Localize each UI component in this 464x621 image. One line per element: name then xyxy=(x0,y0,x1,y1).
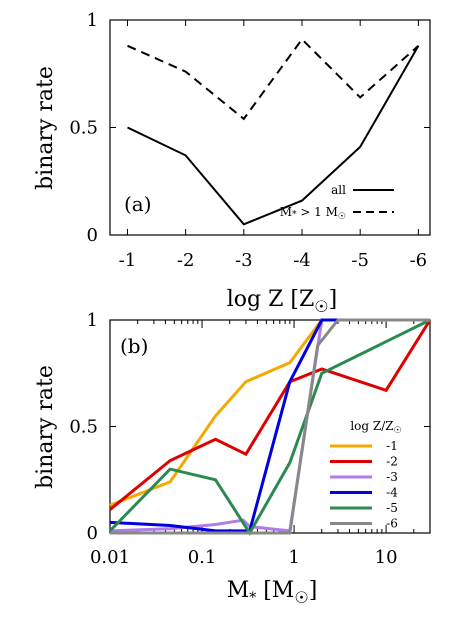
legend-b-title: log Z/Z☉ xyxy=(350,419,401,436)
panel-b-legend: log Z/Z☉ -1 -2-3 -4-5 -6 xyxy=(330,419,402,531)
legend-a-entry-massive-label: M* > 1 M☉ xyxy=(280,205,346,222)
panel-a: -1 -2 -3 -4 -5 -6 0 0.5 1 (a) binary rate log Z … xyxy=(33,10,431,316)
panel-a-frame xyxy=(109,19,431,236)
panel-a-x-tick-label: -5 xyxy=(351,250,369,271)
sun-symbol-icon: ☉ xyxy=(338,212,346,222)
legend-a-entry-all-label: all xyxy=(331,183,346,197)
panel-b-x-tick-label: 10 xyxy=(375,547,398,568)
series-line-logz-2 xyxy=(109,319,432,511)
panel-b-x-axis-label-main: M xyxy=(227,578,250,603)
legend-b-label: -1 xyxy=(386,439,398,453)
panel-a-y-tick-label: 1 xyxy=(87,10,98,31)
panel-b-x-tick-label: 0.1 xyxy=(188,547,217,568)
series-line-massive xyxy=(127,37,420,121)
legend-b-label: -2 xyxy=(386,455,398,469)
panel-a-ticks: -1 -2 -3 -4 -5 -6 0 0.5 1 xyxy=(69,10,430,271)
panel-a-legend: all M* > 1 M☉ xyxy=(280,183,394,222)
panel-b-x-tick-label: 1 xyxy=(288,547,299,568)
sun-symbol-icon: ☉ xyxy=(394,426,402,436)
panel-b-series xyxy=(108,318,432,536)
legend-b-label: -6 xyxy=(386,517,398,531)
panel-a-x-axis-label-main: log Z [Z xyxy=(227,287,315,312)
legend-b-label: -5 xyxy=(386,501,398,515)
series-line-logz-6 xyxy=(110,318,430,535)
panel-b-y-tick-label: 1 xyxy=(87,310,98,331)
panel-a-label: (a) xyxy=(124,192,152,216)
panel-a-x-tick-label: -2 xyxy=(177,250,195,271)
panel-a-x-tick-label: -3 xyxy=(235,250,253,271)
panel-a-y-tick-label: 0 xyxy=(87,225,98,246)
panel-b-x-axis-label-close: ] xyxy=(309,578,318,603)
series-line-all xyxy=(127,45,420,226)
panel-b-y-tick-label: 0 xyxy=(87,523,98,544)
legend-b-label: -4 xyxy=(386,486,398,500)
panel-a-y-axis-label: binary rate xyxy=(33,66,58,190)
sun-symbol-icon: ☉ xyxy=(294,588,308,607)
panel-a-x-tick-label: -6 xyxy=(410,250,428,271)
legend-b-label: -3 xyxy=(386,470,398,484)
panel-a-x-axis-label: log Z [Z☉] xyxy=(227,287,337,316)
panel-b-y-axis-label: binary rate xyxy=(33,365,58,489)
panel-b-legend-entries: -1 -2-3 -4-5 -6 xyxy=(330,439,398,531)
panel-a-y-tick-label: 0.5 xyxy=(69,118,98,139)
panel-b-label: (b) xyxy=(120,334,148,358)
panel-b-x-axis-label-sub: * xyxy=(249,590,256,606)
sun-symbol-icon: ☉ xyxy=(314,297,328,316)
panel-b-ticks: 0.01 0.1 1 10 0 0.5 1 xyxy=(69,310,431,568)
panel-b-x-axis-label: M* [M☉] xyxy=(227,578,318,607)
panel-b-x-tick-label: 0.01 xyxy=(90,547,130,568)
panel-b-y-tick-label: 0.5 xyxy=(69,417,98,438)
panel-a-series xyxy=(127,37,420,226)
panel-a-x-axis-label-close: ] xyxy=(329,287,338,312)
panel-a-x-tick-label: -1 xyxy=(119,250,137,271)
panel-b-x-axis-label-mid: [M xyxy=(256,578,294,603)
panel-a-x-tick-label: -4 xyxy=(293,250,311,271)
